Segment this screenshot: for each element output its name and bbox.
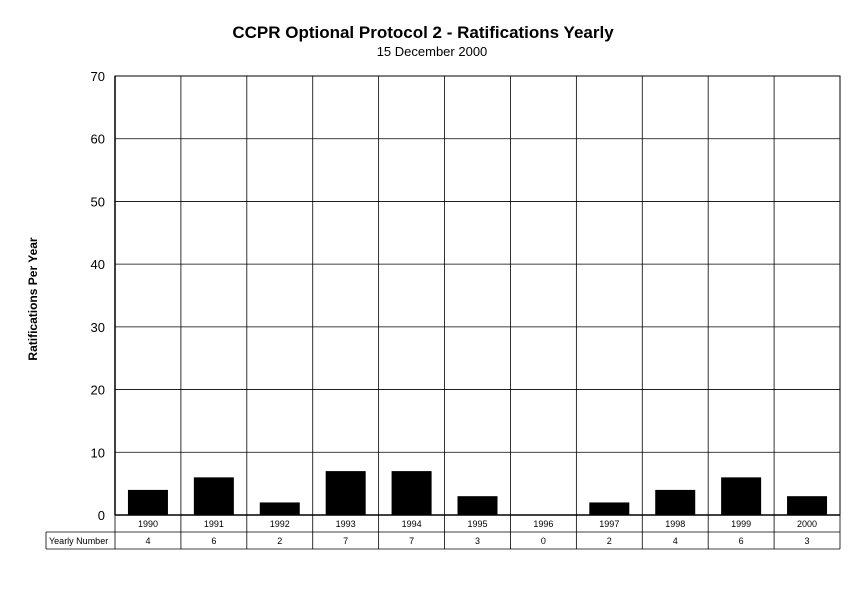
data-table: Yearly Number 1990 4 1991 6 1992 2 1993 7 1994 7 19… xyxy=(45,515,841,550)
table-cell-value: 2 xyxy=(607,536,612,546)
chart-subtitle: 15 December 2000 xyxy=(377,44,488,59)
x-tick-label: 1994 xyxy=(402,519,422,529)
table-cell-value: 0 xyxy=(541,536,546,546)
y-tick-label: 30 xyxy=(91,320,105,335)
bar-1999 xyxy=(721,477,762,515)
bar-1995 xyxy=(457,496,498,515)
table-cell-value: 4 xyxy=(673,536,678,546)
table-cell-value: 6 xyxy=(739,536,744,546)
y-tick-labels: 0 10 20 30 40 50 60 70 xyxy=(91,69,105,523)
bar-1997 xyxy=(589,502,630,515)
y-tick-label: 0 xyxy=(98,508,105,523)
table-cell-value: 6 xyxy=(211,536,216,546)
bar-1991 xyxy=(193,477,234,515)
x-tick-label: 2000 xyxy=(797,519,817,529)
y-tick-label: 10 xyxy=(91,445,105,460)
chart-title: CCPR Optional Protocol 2 - Ratifications… xyxy=(232,23,614,42)
y-tick-label: 50 xyxy=(91,194,105,209)
table-cell-value: 7 xyxy=(343,536,348,546)
x-tick-label: 1993 xyxy=(336,519,356,529)
x-tick-label: 1990 xyxy=(138,519,158,529)
bar-1994 xyxy=(391,471,432,515)
axes xyxy=(114,75,841,516)
table-cell-value: 3 xyxy=(475,536,480,546)
x-tick-label: 1998 xyxy=(665,519,685,529)
bars xyxy=(127,471,828,515)
y-tick-label: 40 xyxy=(91,257,105,272)
x-tick-label: 1996 xyxy=(533,519,553,529)
y-tick-label: 20 xyxy=(91,383,105,398)
table-cell-value: 3 xyxy=(805,536,810,546)
table-row-label: Yearly Number xyxy=(49,536,108,546)
bar-2000 xyxy=(787,496,828,515)
x-tick-label: 1995 xyxy=(467,519,487,529)
bar-1993 xyxy=(325,471,366,515)
table-cell-value: 7 xyxy=(409,536,414,546)
table-cell-value: 4 xyxy=(145,536,150,546)
x-tick-label: 1999 xyxy=(731,519,751,529)
bar-1992 xyxy=(259,502,300,515)
plot-frame xyxy=(114,75,841,516)
x-tick-label: 1997 xyxy=(599,519,619,529)
grid xyxy=(115,75,840,549)
y-axis-label: Ratifications Per Year xyxy=(26,237,40,361)
bar-1998 xyxy=(655,489,696,515)
x-tick-label: 1992 xyxy=(270,519,290,529)
x-tick-label: 1991 xyxy=(204,519,224,529)
y-tick-label: 60 xyxy=(91,132,105,147)
bar-1990 xyxy=(127,489,168,515)
table-cell-value: 2 xyxy=(277,536,282,546)
y-tick-label: 70 xyxy=(91,69,105,84)
